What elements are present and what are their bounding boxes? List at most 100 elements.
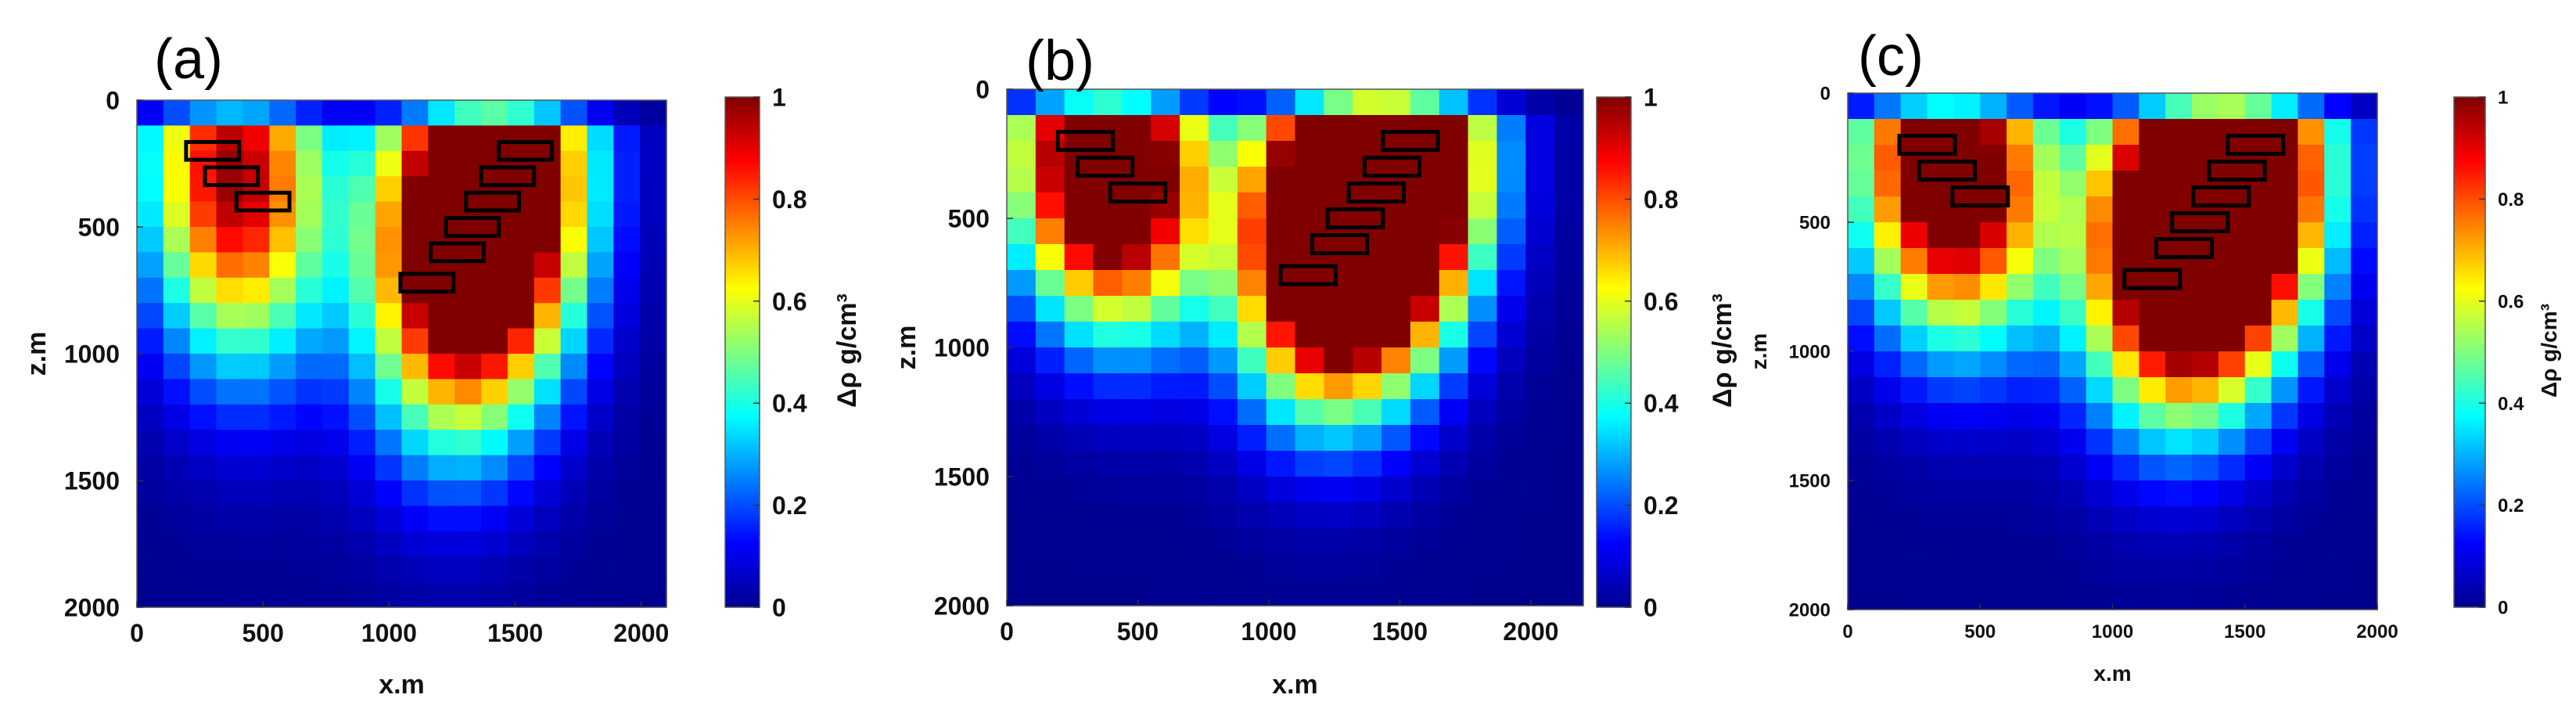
heatmap-cell bbox=[1439, 373, 1469, 400]
heatmap-cell bbox=[296, 430, 323, 456]
colorbar bbox=[1596, 96, 1632, 608]
x-tick-label: 0 bbox=[1000, 617, 1014, 646]
heatmap-cell bbox=[1381, 115, 1411, 142]
heatmap-cell bbox=[1122, 425, 1151, 452]
heatmap-cell bbox=[1468, 141, 1498, 167]
x-tick-label: 1000 bbox=[1241, 617, 1296, 646]
heatmap-cell bbox=[137, 201, 164, 228]
heatmap-cell bbox=[1237, 270, 1267, 297]
heatmap-cell bbox=[1035, 218, 1065, 245]
heatmap-cell bbox=[2139, 584, 2166, 610]
heatmap-cell bbox=[1381, 322, 1411, 348]
heatmap-cell bbox=[587, 379, 614, 405]
heatmap-cell bbox=[1980, 377, 2007, 404]
heatmap-cell bbox=[1122, 322, 1151, 348]
heatmap-cell bbox=[1468, 373, 1498, 400]
heatmap-cell bbox=[2192, 119, 2219, 146]
heatmap-cell bbox=[1093, 528, 1123, 555]
heatmap-cell bbox=[1180, 425, 1209, 452]
heatmap-cell bbox=[481, 303, 508, 329]
heatmap-cell bbox=[1180, 270, 1209, 297]
heatmap-cell bbox=[560, 176, 588, 203]
heatmap-cell bbox=[296, 404, 323, 430]
heatmap-cell bbox=[1295, 89, 1324, 116]
heatmap-cell bbox=[1900, 455, 1928, 481]
heatmap-cell bbox=[2324, 377, 2351, 404]
heatmap-cell bbox=[1468, 244, 1498, 271]
heatmap-cell bbox=[1064, 218, 1094, 245]
heatmap-cell bbox=[1439, 451, 1469, 477]
heatmap-cell bbox=[507, 354, 535, 380]
heatmap-cell bbox=[2271, 403, 2299, 430]
heatmap-cell bbox=[1980, 119, 2007, 146]
heatmap-cell bbox=[137, 581, 164, 608]
heatmap-cell bbox=[613, 354, 641, 380]
heatmap-cell bbox=[296, 581, 323, 608]
heatmap-cell bbox=[2298, 300, 2325, 326]
heatmap-cell bbox=[1953, 403, 1981, 430]
heatmap-cell bbox=[322, 201, 350, 228]
heatmap-cell bbox=[1439, 528, 1469, 555]
heatmap-cell bbox=[348, 150, 376, 177]
heatmap-cell bbox=[640, 455, 667, 481]
heatmap-cell bbox=[640, 328, 667, 354]
heatmap-cell bbox=[640, 531, 667, 557]
source-body-rect bbox=[1108, 181, 1168, 204]
heatmap-cell bbox=[1151, 425, 1180, 452]
heatmap-cell bbox=[1266, 554, 1296, 581]
heatmap-cell bbox=[2165, 532, 2193, 559]
heatmap-cell bbox=[2165, 93, 2193, 120]
heatmap-cell bbox=[1900, 93, 1928, 120]
heatmap-cell bbox=[1848, 532, 1875, 559]
source-body-rect bbox=[2122, 268, 2183, 290]
heatmap-cell bbox=[1064, 347, 1094, 374]
heatmap-cell bbox=[348, 379, 376, 405]
heatmap-cell bbox=[1007, 399, 1037, 426]
heatmap-cell bbox=[1848, 119, 1875, 146]
heatmap-cell bbox=[1208, 347, 1238, 374]
heatmap-cell bbox=[375, 354, 403, 380]
heatmap-cell bbox=[613, 150, 641, 177]
heatmap-cell bbox=[1122, 502, 1151, 529]
heatmap-cell bbox=[1525, 296, 1555, 322]
heatmap-cell bbox=[428, 201, 455, 228]
heatmap-cell bbox=[1980, 532, 2007, 559]
heatmap-cell bbox=[1525, 347, 1555, 374]
heatmap-cell bbox=[269, 430, 296, 456]
heatmap-cell bbox=[1064, 554, 1094, 581]
heatmap-cell bbox=[640, 506, 667, 532]
heatmap-cell bbox=[322, 303, 350, 329]
heatmap-cell bbox=[2192, 455, 2219, 481]
heatmap-cell bbox=[348, 277, 376, 304]
heatmap-cell bbox=[613, 404, 641, 430]
heatmap-cell bbox=[243, 581, 270, 608]
heatmap-cell bbox=[1151, 322, 1180, 348]
heatmap-cell bbox=[1237, 451, 1267, 477]
heatmap-cell bbox=[401, 227, 429, 253]
heatmap-cell bbox=[189, 556, 217, 583]
heatmap-cell bbox=[1525, 322, 1555, 348]
heatmap-cell bbox=[2192, 506, 2219, 533]
heatmap-cell bbox=[507, 455, 535, 481]
heatmap-cell bbox=[375, 303, 403, 329]
heatmap-cell bbox=[2298, 119, 2325, 146]
heatmap-cell bbox=[2059, 532, 2087, 559]
heatmap-cell bbox=[1900, 145, 1928, 171]
heatmap-cell bbox=[2059, 119, 2087, 146]
heatmap-cell bbox=[2139, 222, 2166, 249]
heatmap-cell bbox=[2218, 480, 2246, 507]
heatmap-cell bbox=[243, 125, 270, 152]
heatmap-cell bbox=[1848, 429, 1875, 455]
heatmap-cell bbox=[1525, 399, 1555, 426]
heatmap-cell bbox=[454, 201, 482, 228]
heatmap-cell bbox=[137, 556, 164, 583]
heatmap-cell bbox=[1237, 554, 1267, 581]
source-body-rect bbox=[444, 216, 501, 238]
colorbar-tick-label: 0.4 bbox=[1644, 390, 1679, 418]
heatmap-cell bbox=[2165, 455, 2193, 481]
heatmap-cell bbox=[1064, 115, 1094, 142]
heatmap-cell bbox=[216, 430, 243, 456]
heatmap-cell bbox=[189, 100, 217, 126]
heatmap-cell bbox=[1874, 248, 1902, 275]
heatmap-cell bbox=[2139, 480, 2166, 507]
